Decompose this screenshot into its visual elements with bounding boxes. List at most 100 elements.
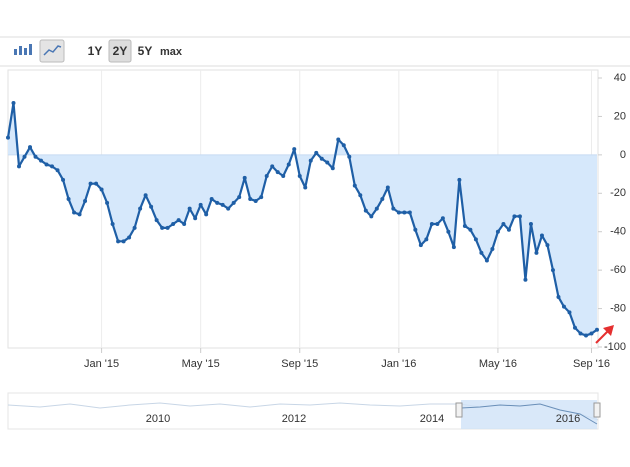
point (589, 331, 594, 336)
y-tick-label: -60 (610, 264, 626, 276)
point (94, 181, 99, 186)
point (226, 206, 231, 211)
point (143, 193, 148, 198)
point (308, 158, 313, 163)
range-button[interactable]: 2Y (113, 44, 128, 58)
x-tick-label: May '16 (479, 358, 517, 370)
point (204, 212, 209, 217)
x-tick-label: Sep '15 (281, 358, 318, 370)
point (44, 162, 49, 167)
point (578, 331, 583, 336)
point (539, 233, 544, 238)
point (528, 222, 533, 227)
point (567, 310, 572, 315)
point (121, 239, 126, 244)
point (501, 222, 506, 227)
y-tick-label: 20 (614, 110, 626, 122)
point (451, 245, 456, 250)
point (270, 164, 275, 169)
navigator-label: 2016 (556, 413, 580, 425)
bar-chart-icon[interactable] (14, 44, 32, 55)
point (468, 227, 473, 232)
selected-range-bg (108, 39, 132, 63)
point (341, 143, 346, 148)
point (462, 223, 467, 228)
point (330, 166, 335, 171)
point (6, 135, 10, 140)
point (325, 160, 330, 165)
point (11, 100, 16, 105)
point (33, 154, 38, 159)
point (407, 210, 412, 215)
point (396, 210, 401, 215)
point (209, 197, 214, 202)
point (374, 206, 379, 211)
navigator-label: 2012 (282, 413, 306, 425)
point (314, 150, 319, 155)
point (490, 247, 495, 252)
point (127, 235, 132, 240)
navigator-handle[interactable] (593, 402, 601, 418)
point (297, 173, 302, 178)
point (88, 181, 93, 186)
range-button[interactable]: 1Y (88, 44, 103, 58)
point (523, 277, 528, 282)
point (242, 175, 247, 180)
plot-border (7, 69, 599, 349)
point (479, 250, 484, 255)
point (336, 137, 341, 142)
point (402, 210, 407, 215)
point (231, 200, 236, 205)
point (319, 156, 324, 161)
point (264, 173, 269, 178)
point (187, 206, 192, 211)
range-button[interactable]: 5Y (138, 44, 153, 58)
point (55, 168, 60, 173)
area (8, 102, 597, 336)
x-tick-label: Jan '16 (381, 358, 416, 370)
point (83, 198, 88, 203)
point (303, 185, 308, 190)
point (39, 158, 44, 163)
point (116, 239, 121, 244)
point (215, 200, 220, 205)
point (347, 154, 352, 159)
point (72, 210, 77, 215)
point (154, 218, 159, 223)
point (380, 197, 385, 202)
point (352, 183, 357, 188)
navigator-label: 2010 (146, 413, 170, 425)
point (286, 162, 291, 167)
point (198, 202, 203, 207)
point (193, 216, 198, 221)
point (435, 222, 440, 227)
point (165, 225, 170, 230)
point (281, 173, 286, 178)
point (182, 222, 187, 227)
point (572, 325, 577, 330)
point (369, 214, 374, 219)
point (385, 185, 390, 190)
y-tick-label: 0 (620, 149, 626, 161)
point (105, 200, 110, 205)
x-tick-label: Sep '16 (573, 358, 610, 370)
point (176, 218, 181, 223)
point (506, 227, 511, 232)
point (440, 216, 445, 221)
point (50, 164, 55, 169)
navigator-handle[interactable] (455, 402, 463, 418)
range-button[interactable]: max (160, 46, 183, 58)
point (259, 195, 264, 200)
y-tick-label: -100 (604, 341, 626, 353)
point (561, 304, 566, 309)
y-tick-label: 40 (614, 72, 626, 84)
point (237, 195, 242, 200)
point (220, 202, 225, 207)
point (22, 154, 27, 159)
point (583, 333, 588, 338)
point (429, 222, 434, 227)
point (534, 250, 539, 255)
point (545, 243, 550, 248)
point (17, 164, 22, 169)
